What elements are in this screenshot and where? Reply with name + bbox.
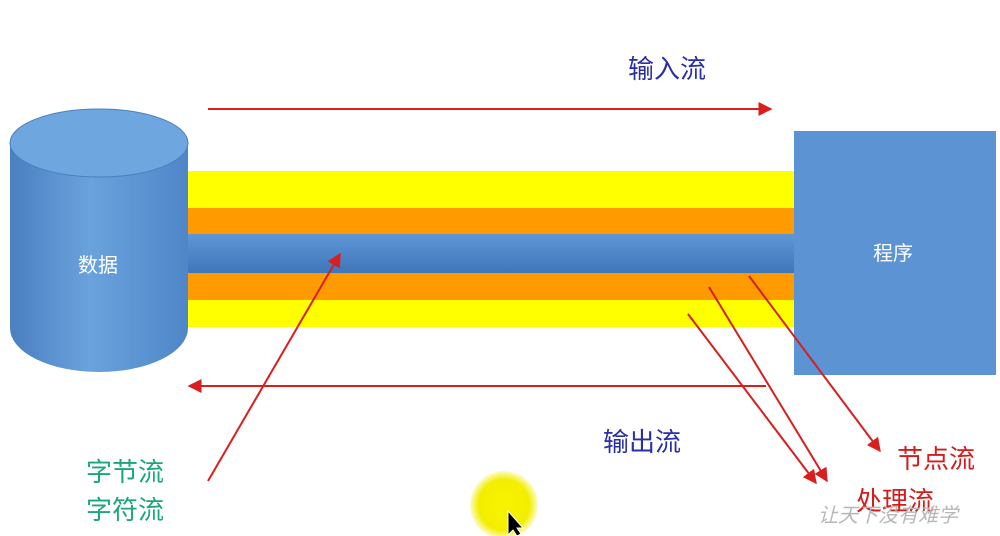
data-store-cylinder — [9, 108, 189, 372]
mouse-cursor-icon — [507, 509, 525, 536]
pipe-yellow-top — [186, 171, 796, 208]
cursor-highlight — [470, 471, 538, 536]
watermark: 让天下没有难学 — [818, 503, 958, 527]
pipe-yellow-bottom — [186, 300, 796, 327]
pipe-orange-bottom — [186, 273, 796, 300]
node-stream-label: 节点流 — [897, 445, 976, 475]
program-label: 程序 — [873, 241, 913, 265]
pipe-orange-top — [186, 208, 796, 234]
data-store-label: 数据 — [78, 253, 118, 277]
byte-char-pointer-arrow — [207, 252, 341, 482]
program-box — [794, 131, 996, 375]
processing-pointer-arrow-1 — [708, 286, 828, 483]
node-stream-pointer-arrow — [748, 275, 881, 453]
pipe-blue-core — [186, 234, 798, 273]
processing-stream-label: 处理流 — [856, 487, 935, 517]
output-stream-label: 输出流 — [603, 428, 682, 458]
char-stream-label: 字符流 — [86, 496, 165, 526]
byte-stream-label: 字节流 — [86, 458, 165, 488]
processing-pointer-arrow-2 — [687, 313, 817, 485]
input-stream-label: 输入流 — [628, 55, 707, 85]
